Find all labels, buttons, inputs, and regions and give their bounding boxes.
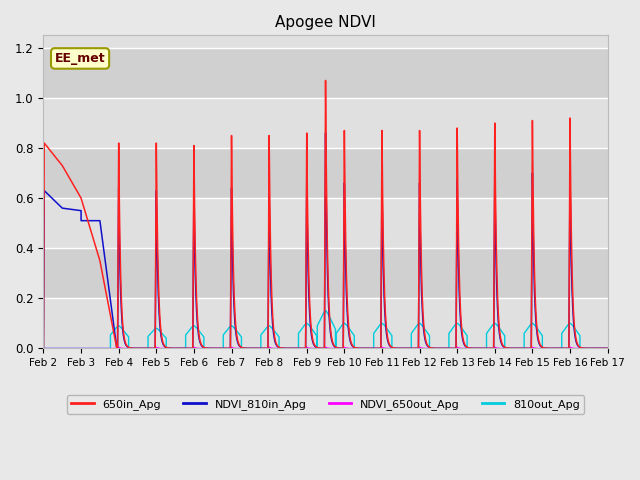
Line: NDVI_810in_Apg: NDVI_810in_Apg: [44, 133, 607, 348]
NDVI_810in_Apg: [566, 178, 574, 184]
Bar: [44, 98, 607, 148]
Line: 650in_Apg: 650in_Apg: [44, 81, 607, 348]
810out_Apg: [40, 346, 47, 351]
NDVI_650out_Apg: [497, 346, 505, 351]
Line: 810out_Apg: 810out_Apg: [44, 311, 607, 348]
NDVI_650out_Apg: [40, 346, 47, 351]
Bar: [44, 298, 607, 348]
Bar: [44, 148, 607, 198]
650in_Apg: [543, 346, 550, 351]
NDVI_810in_Apg: [530, 248, 538, 254]
Text: EE_met: EE_met: [55, 52, 106, 65]
Bar: [44, 248, 607, 298]
650in_Apg: [470, 346, 478, 351]
NDVI_810in_Apg: [40, 346, 47, 351]
NDVI_650out_Apg: [604, 346, 611, 351]
NDVI_650out_Apg: [356, 346, 364, 351]
810out_Apg: [537, 331, 545, 337]
650in_Apg: [277, 345, 285, 351]
Legend: 650in_Apg, NDVI_810in_Apg, NDVI_650out_Apg, 810out_Apg: 650in_Apg, NDVI_810in_Apg, NDVI_650out_A…: [67, 395, 584, 414]
810out_Apg: [322, 308, 330, 314]
650in_Apg: [116, 226, 124, 232]
NDVI_810in_Apg: [322, 130, 330, 136]
Bar: [44, 198, 607, 248]
810out_Apg: [148, 329, 156, 335]
810out_Apg: [388, 346, 396, 351]
650in_Apg: [322, 78, 330, 84]
Bar: [44, 36, 607, 48]
810out_Apg: [275, 346, 283, 351]
Bar: [44, 48, 607, 98]
NDVI_650out_Apg: [386, 346, 394, 351]
NDVI_810in_Apg: [159, 341, 167, 347]
NDVI_810in_Apg: [233, 336, 241, 342]
810out_Apg: [373, 326, 381, 332]
NDVI_810in_Apg: [604, 346, 611, 351]
810out_Apg: [604, 346, 611, 351]
Title: Apogee NDVI: Apogee NDVI: [275, 15, 376, 30]
NDVI_650out_Apg: [115, 344, 122, 350]
NDVI_650out_Apg: [428, 346, 436, 351]
NDVI_810in_Apg: [203, 345, 211, 351]
650in_Apg: [304, 215, 312, 220]
NDVI_810in_Apg: [531, 275, 538, 280]
650in_Apg: [40, 346, 47, 351]
810out_Apg: [232, 327, 240, 333]
NDVI_650out_Apg: [131, 346, 139, 351]
650in_Apg: [604, 346, 611, 351]
NDVI_650out_Apg: [491, 344, 499, 350]
Line: NDVI_650out_Apg: NDVI_650out_Apg: [44, 347, 607, 348]
650in_Apg: [424, 343, 432, 349]
